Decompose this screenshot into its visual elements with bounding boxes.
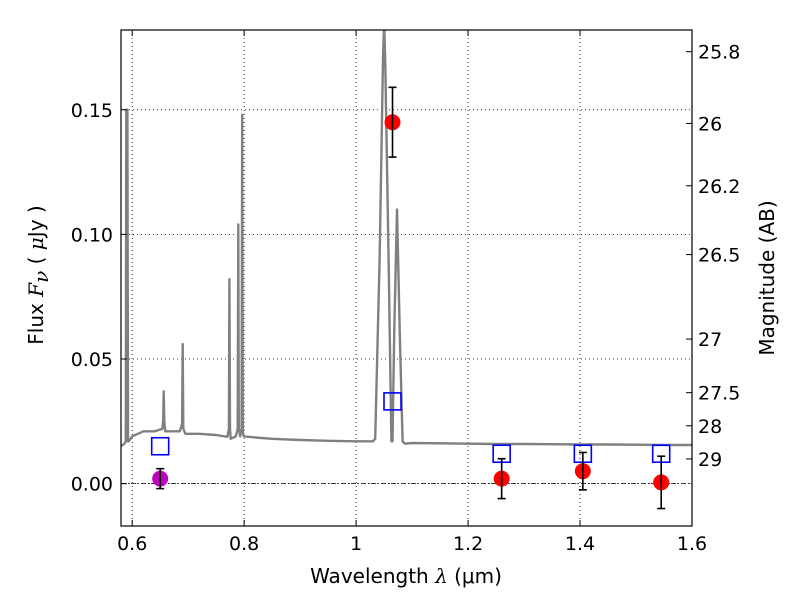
plot-area [121,30,692,510]
x-tick-label: 1 [350,533,362,555]
y-tick-label: 0.05 [71,349,113,371]
right-tick-label: 27 [698,329,722,351]
right-tick-label: 28 [698,416,722,438]
x-tick-label: 1.4 [565,533,595,555]
grid-lines [121,30,693,526]
right-tick-label: 27.5 [698,383,740,405]
y-tick-label: 0.10 [71,224,113,246]
plot-frame [120,29,693,527]
right-tick-label: 26.5 [698,245,740,267]
y-tick-label: 0.00 [71,474,113,496]
axis-ticks: 0.6 0.8 1 1.2 1.4 1.6 0.00 0.05 0.10 0.15 25.8 26 26… [71,30,740,555]
right-tick-label: 26 [698,113,722,135]
right-tick-label: 25.8 [698,42,740,64]
x-tick-label: 1.6 [677,533,707,555]
x-tick-label: 0.8 [229,533,259,555]
model-photometry-square [150,436,170,456]
right-tick-label: 29 [698,449,722,471]
right-axis-label: Magnitude (AB) [755,200,779,355]
model-photometry-square [383,392,402,411]
y-axis-label: Flux Fν ( μJy ) [24,205,53,344]
x-tick-label: 0.6 [117,533,147,555]
x-axis-label: Wavelength λ (μm) [310,564,502,588]
y-tick-label: 0.15 [71,100,113,122]
x-tick-label: 1.2 [453,533,483,555]
spectrum-line [121,30,692,448]
right-tick-label: 26.2 [698,176,740,198]
